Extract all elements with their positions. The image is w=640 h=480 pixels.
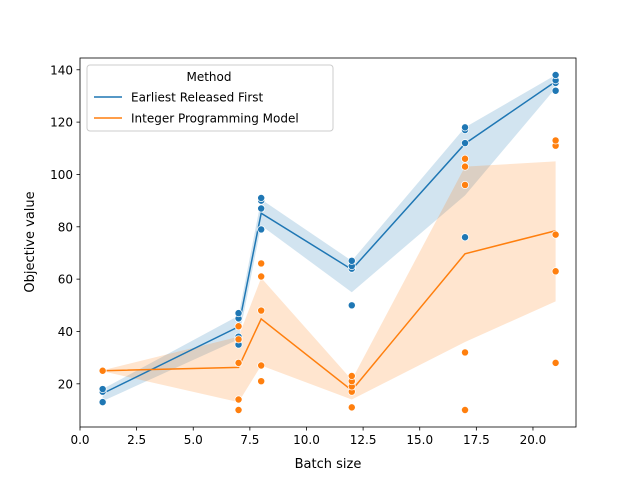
y-tick-label: 40 <box>58 325 73 339</box>
ci-band-earliest-released-first <box>102 75 556 402</box>
point-integer-programming-model <box>234 322 243 331</box>
legend-label-integer-programming-model: Integer Programming Model <box>131 112 299 126</box>
point-integer-programming-model <box>461 406 469 414</box>
point-integer-programming-model <box>347 403 356 412</box>
axes <box>79 57 577 428</box>
y-tick-label: 140 <box>50 63 73 77</box>
point-earliest-released-first <box>347 256 356 265</box>
point-earliest-released-first <box>347 301 356 310</box>
x-tick-label: 17.5 <box>463 433 490 447</box>
point-earliest-released-first <box>551 71 560 79</box>
point-integer-programming-model <box>461 180 469 189</box>
x-tick-label: 15.0 <box>406 433 433 447</box>
point-integer-programming-model <box>98 366 107 375</box>
line-integer-programming-model <box>102 229 556 392</box>
point-earliest-released-first <box>257 204 266 213</box>
point-integer-programming-model <box>257 361 266 370</box>
x-tick-label: 2.5 <box>127 433 146 447</box>
x-tick-label: 20.0 <box>520 433 547 447</box>
point-integer-programming-model <box>257 272 266 281</box>
point-integer-programming-model <box>257 259 266 268</box>
legend: Method Earliest Released First Integer P… <box>86 64 334 132</box>
point-earliest-released-first <box>461 123 469 132</box>
y-axis-label: Objective value <box>23 191 38 292</box>
point-integer-programming-model <box>461 162 469 171</box>
point-integer-programming-model <box>257 306 266 315</box>
x-tick-label: 0.0 <box>70 433 89 447</box>
point-integer-programming-model <box>347 371 356 380</box>
point-integer-programming-model <box>551 267 560 276</box>
point-earliest-released-first <box>98 398 107 407</box>
y-tick-label: 80 <box>58 220 73 234</box>
plot-frame <box>79 57 577 428</box>
y-tick-label: 120 <box>50 116 73 130</box>
point-integer-programming-model <box>234 335 243 344</box>
y-axis-ticks: 20 40 60 80 100 120 140 <box>50 63 80 391</box>
point-integer-programming-model <box>234 358 243 367</box>
point-integer-programming-model <box>234 395 243 404</box>
point-earliest-released-first <box>257 225 266 234</box>
y-tick-label: 20 <box>58 377 73 391</box>
x-tick-label: 12.5 <box>350 433 377 447</box>
point-integer-programming-model <box>551 230 560 239</box>
series-lines <box>102 80 557 395</box>
x-tick-label: 10.0 <box>293 433 320 447</box>
point-earliest-released-first <box>551 86 560 95</box>
point-integer-programming-model <box>257 377 266 386</box>
data-points <box>98 71 560 414</box>
point-integer-programming-model <box>551 358 560 367</box>
point-integer-programming-model <box>551 136 560 145</box>
legend-title: Method <box>186 70 231 84</box>
ci-band-integer-programming-model <box>102 161 556 403</box>
x-tick-label: 7.5 <box>240 433 259 447</box>
line-earliest-released-first <box>102 80 557 395</box>
x-axis-label: Batch size <box>295 457 362 472</box>
point-integer-programming-model <box>461 348 469 357</box>
confidence-bands <box>102 75 556 403</box>
point-earliest-released-first <box>461 233 469 242</box>
x-axis-ticks: 0.0 2.5 5.0 7.5 10.0 12.5 15.0 17.5 20.0 <box>70 427 546 447</box>
point-earliest-released-first <box>234 309 243 318</box>
point-earliest-released-first <box>98 385 107 394</box>
y-tick-label: 100 <box>50 168 73 182</box>
x-tick-label: 5.0 <box>184 433 203 447</box>
point-earliest-released-first <box>257 194 266 202</box>
y-tick-label: 60 <box>58 273 73 287</box>
point-integer-programming-model <box>461 154 469 163</box>
point-earliest-released-first <box>461 139 469 148</box>
point-integer-programming-model <box>234 406 243 414</box>
legend-box <box>86 64 334 132</box>
legend-label-earliest-released-first: Earliest Released First <box>131 91 264 105</box>
